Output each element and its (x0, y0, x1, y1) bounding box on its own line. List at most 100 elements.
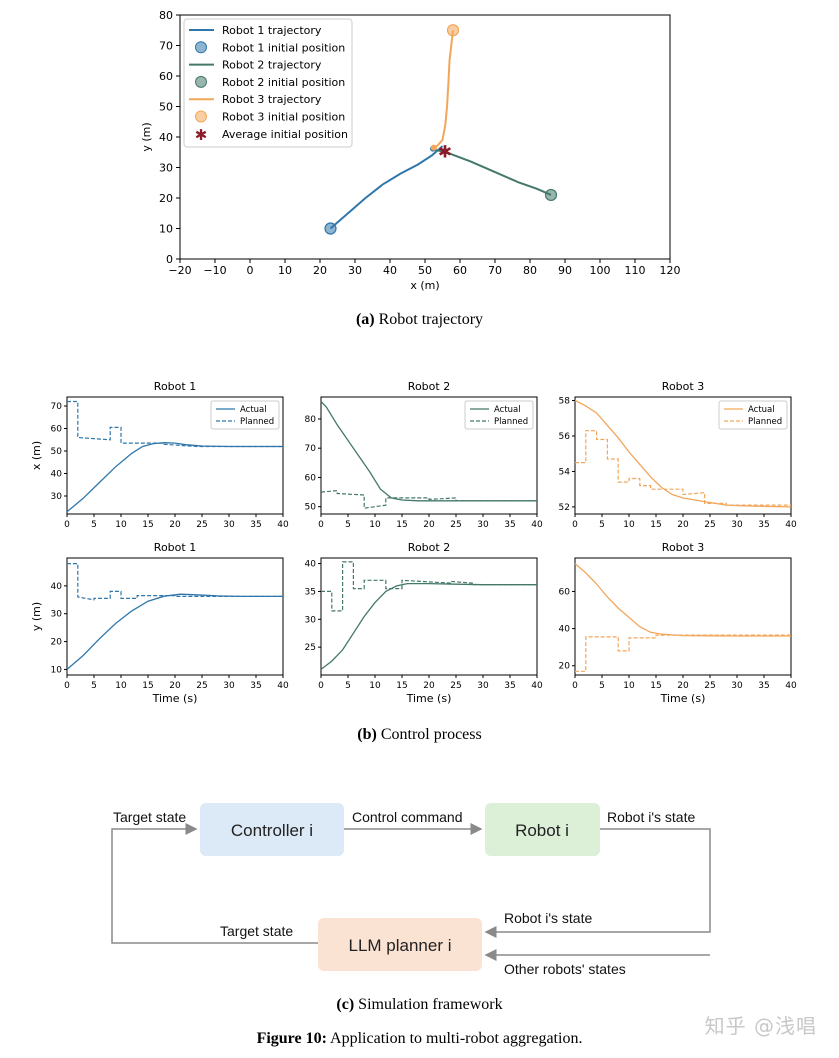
figure-caption: Figure 10: Application to multi-robot ag… (256, 1030, 583, 1047)
legend-actual-label: Actual (748, 405, 775, 415)
legend-box (464, 400, 534, 430)
subplot: Robot 3 0 5 10 15 20 25 30 35 40 20 40 60 Time (s) (559, 541, 797, 705)
initial-position-marker (544, 188, 558, 202)
x-tick-label: 10 (623, 681, 635, 691)
y-tick-label: 30 (305, 615, 317, 625)
x-tick-label: 25 (450, 520, 461, 530)
y-tick-label: 40 (51, 470, 63, 480)
x-tick-label: 20 (677, 520, 689, 530)
subplot-frame (66, 557, 284, 676)
actual-line (574, 399, 792, 508)
y-tick-label: 50 (159, 101, 173, 114)
legend-planned-label: Planned (494, 417, 528, 427)
legend-label: Robot 1 trajectory (222, 24, 322, 37)
x-tick-label: 30 (223, 681, 235, 691)
y-tick-label: 40 (51, 582, 63, 592)
trajectory-chart: −20 −10 0 10 20 30 40 50 60 70 80 90 100 110 120 0 10 20 3… (140, 9, 681, 292)
x-tick-label: 0 (572, 520, 578, 530)
x-tick-label: 25 (704, 520, 715, 530)
legend-box (183, 18, 353, 148)
x-tick-label: 25 (196, 681, 207, 691)
x-tick-label: 0 (64, 520, 70, 530)
x-tick-label: 20 (313, 264, 327, 277)
legend-label: Robot 3 trajectory (222, 93, 322, 106)
controller-label: Controller i (231, 821, 313, 840)
x-tick-label: 35 (250, 681, 261, 691)
x-tick-label: 30 (731, 520, 743, 530)
y-tick-label: 60 (559, 587, 571, 597)
subplot: Robot 1 0 5 10 15 20 25 30 35 40 30 40 50 60 70 x (m) Ac… (30, 380, 289, 530)
legend-dot-swatch (195, 75, 207, 88)
x-tick-label: 40 (531, 520, 543, 530)
legend-label: Robot 1 initial position (222, 41, 345, 54)
x-tick-label: 25 (196, 520, 207, 530)
x-tick-label: 10 (115, 520, 127, 530)
x-tick-label: 10 (369, 681, 381, 691)
x-tick-label: −10 (203, 264, 226, 277)
x-tick-label: 5 (345, 681, 351, 691)
y-tick-label: 40 (159, 131, 173, 144)
y-tick-label: 60 (305, 473, 317, 483)
x-tick-label: 25 (450, 681, 461, 691)
x-tick-label: 110 (625, 264, 646, 277)
x-tick-label: 0 (318, 681, 324, 691)
y-axis-label: y (m) (30, 602, 43, 631)
y-tick-label: 30 (51, 492, 63, 502)
legend-label: Average initial position (222, 128, 348, 141)
legend-label: Robot 2 trajectory (222, 59, 322, 72)
caption-b: (b) Control process (357, 726, 482, 743)
controller-box (200, 803, 344, 856)
x-tick-label: 0 (64, 681, 70, 691)
y-tick-label: 40 (559, 625, 571, 635)
x-tick-label: 5 (91, 681, 97, 691)
x-tick-label: 10 (115, 681, 127, 691)
x-tick-label: 10 (623, 520, 635, 530)
x-tick-label: 120 (660, 264, 681, 277)
subplot-title: Robot 1 (154, 380, 196, 393)
x-tick-label: 20 (423, 681, 435, 691)
y-tick-label: 56 (559, 432, 571, 442)
subplot-title: Robot 2 (408, 380, 450, 393)
y-tick-label: 70 (305, 444, 317, 454)
legend-label: Robot 3 initial position (222, 111, 345, 124)
planner-label: LLM planner i (348, 936, 451, 955)
y-tick-label: 0 (166, 253, 173, 266)
x-tick-label: 80 (523, 264, 537, 277)
subplot: Robot 2 0 5 10 15 20 25 30 35 40 25 30 35 40 Time (s) (305, 541, 543, 705)
x-tick-label: 40 (277, 681, 289, 691)
y-tick-label: 80 (159, 9, 173, 22)
average-position-marker: ✱ (438, 142, 452, 162)
subplot: Robot 1 0 5 10 15 20 25 30 35 40 10 20 30 40 Time (s) y… (30, 541, 289, 705)
planned-line (67, 400, 283, 448)
x-tick-label: 5 (599, 681, 605, 691)
subplot: Robot 3 0 5 10 15 20 25 30 35 40 52 54 56 58 Actual Pla… (559, 380, 797, 530)
caption-a: (a) Robot trajectory (355, 311, 484, 328)
y-tick-label: 25 (305, 643, 316, 653)
legend-dot-swatch (195, 110, 207, 123)
y-tick-label: 52 (559, 503, 570, 513)
target-state-top-label: Target state (113, 809, 186, 825)
robot-box (485, 803, 600, 856)
x-tick-label: 20 (677, 681, 689, 691)
subplot-title: Robot 2 (408, 541, 450, 554)
planned-line (321, 561, 537, 612)
x-tick-label: 40 (785, 520, 797, 530)
x-tick-label: 5 (91, 520, 97, 530)
caption-c: (c) Simulation framework (336, 996, 503, 1013)
actual-line (66, 442, 283, 513)
legend-actual-label: Actual (494, 405, 521, 415)
y-tick-label: 54 (559, 467, 571, 477)
x-tick-label: 0 (247, 264, 254, 277)
actual-line (320, 400, 537, 502)
robot-state-feedback-arrow (484, 828, 711, 938)
x-tick-label: 15 (396, 520, 407, 530)
y-tick-label: 20 (51, 638, 63, 648)
actual-line (66, 593, 283, 670)
x-tick-label: 70 (488, 264, 502, 277)
legend-star-swatch: ✱ (195, 126, 208, 144)
x-tick-label: 35 (758, 520, 769, 530)
y-tick-label: 70 (51, 402, 63, 412)
x-tick-label: 50 (418, 264, 432, 277)
x-tick-label: 0 (572, 681, 578, 691)
x-tick-label: 35 (758, 681, 769, 691)
